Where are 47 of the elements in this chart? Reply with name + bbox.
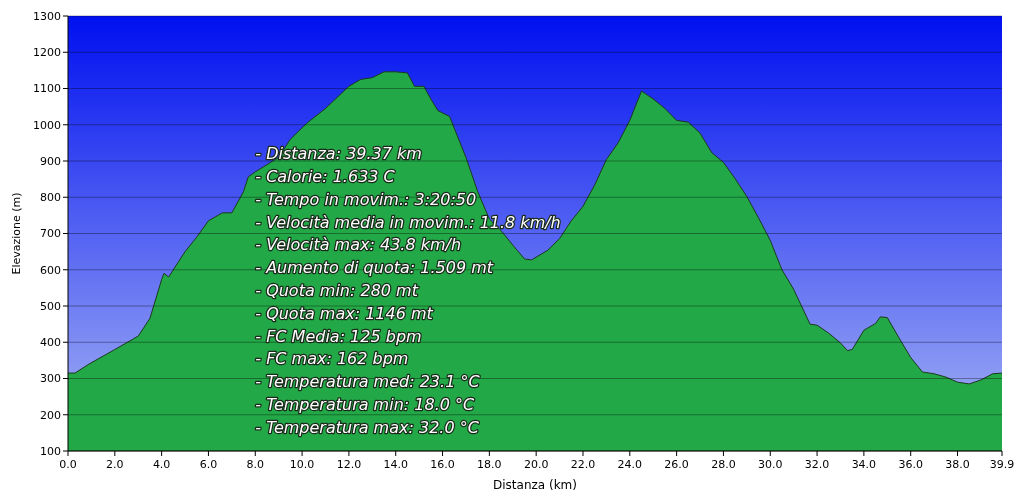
x-tick-label: 12.0: [336, 458, 362, 471]
annotation: - Temperatura max: 32.0 °C: [255, 417, 480, 437]
y-tick-label: 200: [40, 408, 61, 422]
annotation: - FC max: 162 bpm: [255, 349, 409, 369]
x-tick-label: 14.0: [383, 458, 408, 471]
y-tick-label: 100: [40, 444, 61, 458]
x-tick-label: 24.0: [617, 458, 643, 471]
x-tick-label: 38.0: [945, 458, 970, 471]
annotation: - Velocità max: 43.8 km/h: [255, 235, 462, 255]
x-tick-label: 36.0: [898, 458, 923, 471]
x-tick-label: 22.0: [570, 458, 596, 471]
annotation: - Quota min: 280 mt: [255, 280, 419, 300]
y-tick-label: 1000: [33, 118, 61, 132]
annotation: - Calorie: 1.633 C: [255, 166, 396, 186]
y-tick-label: 300: [40, 372, 61, 386]
y-tick-label: 600: [40, 263, 61, 277]
x-tick-label: 26.0: [664, 458, 689, 471]
y-tick-label: 1100: [33, 82, 61, 96]
y-tick-label: 800: [40, 191, 61, 205]
x-tick-label: 2.0: [106, 458, 124, 471]
y-tick-label: 500: [40, 299, 61, 313]
annotation: - Temperatura med: 23.1 °C: [255, 372, 481, 392]
x-tick-label: 4.0: [152, 458, 171, 471]
y-tick-label: 700: [40, 227, 61, 241]
x-tick-label: 18.0: [477, 458, 502, 471]
annotation: - Aumento di quota: 1.509 mt: [255, 258, 494, 278]
y-tick-label: 1300: [33, 9, 61, 23]
x-axis-title: Distanza (km): [493, 478, 577, 492]
x-tick-label: 16.0: [430, 458, 455, 471]
annotation: - Temperatura min: 18.0 °C: [255, 394, 475, 414]
x-tick-label: 32.0: [804, 458, 830, 471]
annotation: - Tempo in movim.: 3:20:50: [255, 189, 477, 209]
y-tick-label: 400: [40, 336, 61, 350]
annotation: - Quota max: 1146 mt: [255, 303, 434, 323]
annotation: - FC Media: 125 bpm: [255, 326, 422, 346]
x-tick-label: 10.0: [289, 458, 315, 471]
x-tick-label: 8.0: [246, 458, 265, 471]
x-tick-label: 20.0: [523, 458, 549, 471]
y-tick-label: 1200: [33, 46, 61, 60]
x-tick-label: 39.9: [989, 458, 1015, 471]
y-axis-title: Elevazione (m): [10, 192, 23, 275]
x-tick-label: 0.0: [59, 458, 77, 471]
x-tick-label: 28.0: [711, 458, 736, 471]
x-tick-label: 6.0: [199, 458, 218, 471]
x-tick-label: 34.0: [851, 458, 877, 471]
y-tick-label: 900: [40, 154, 61, 168]
x-tick-label: 30.0: [758, 458, 783, 471]
